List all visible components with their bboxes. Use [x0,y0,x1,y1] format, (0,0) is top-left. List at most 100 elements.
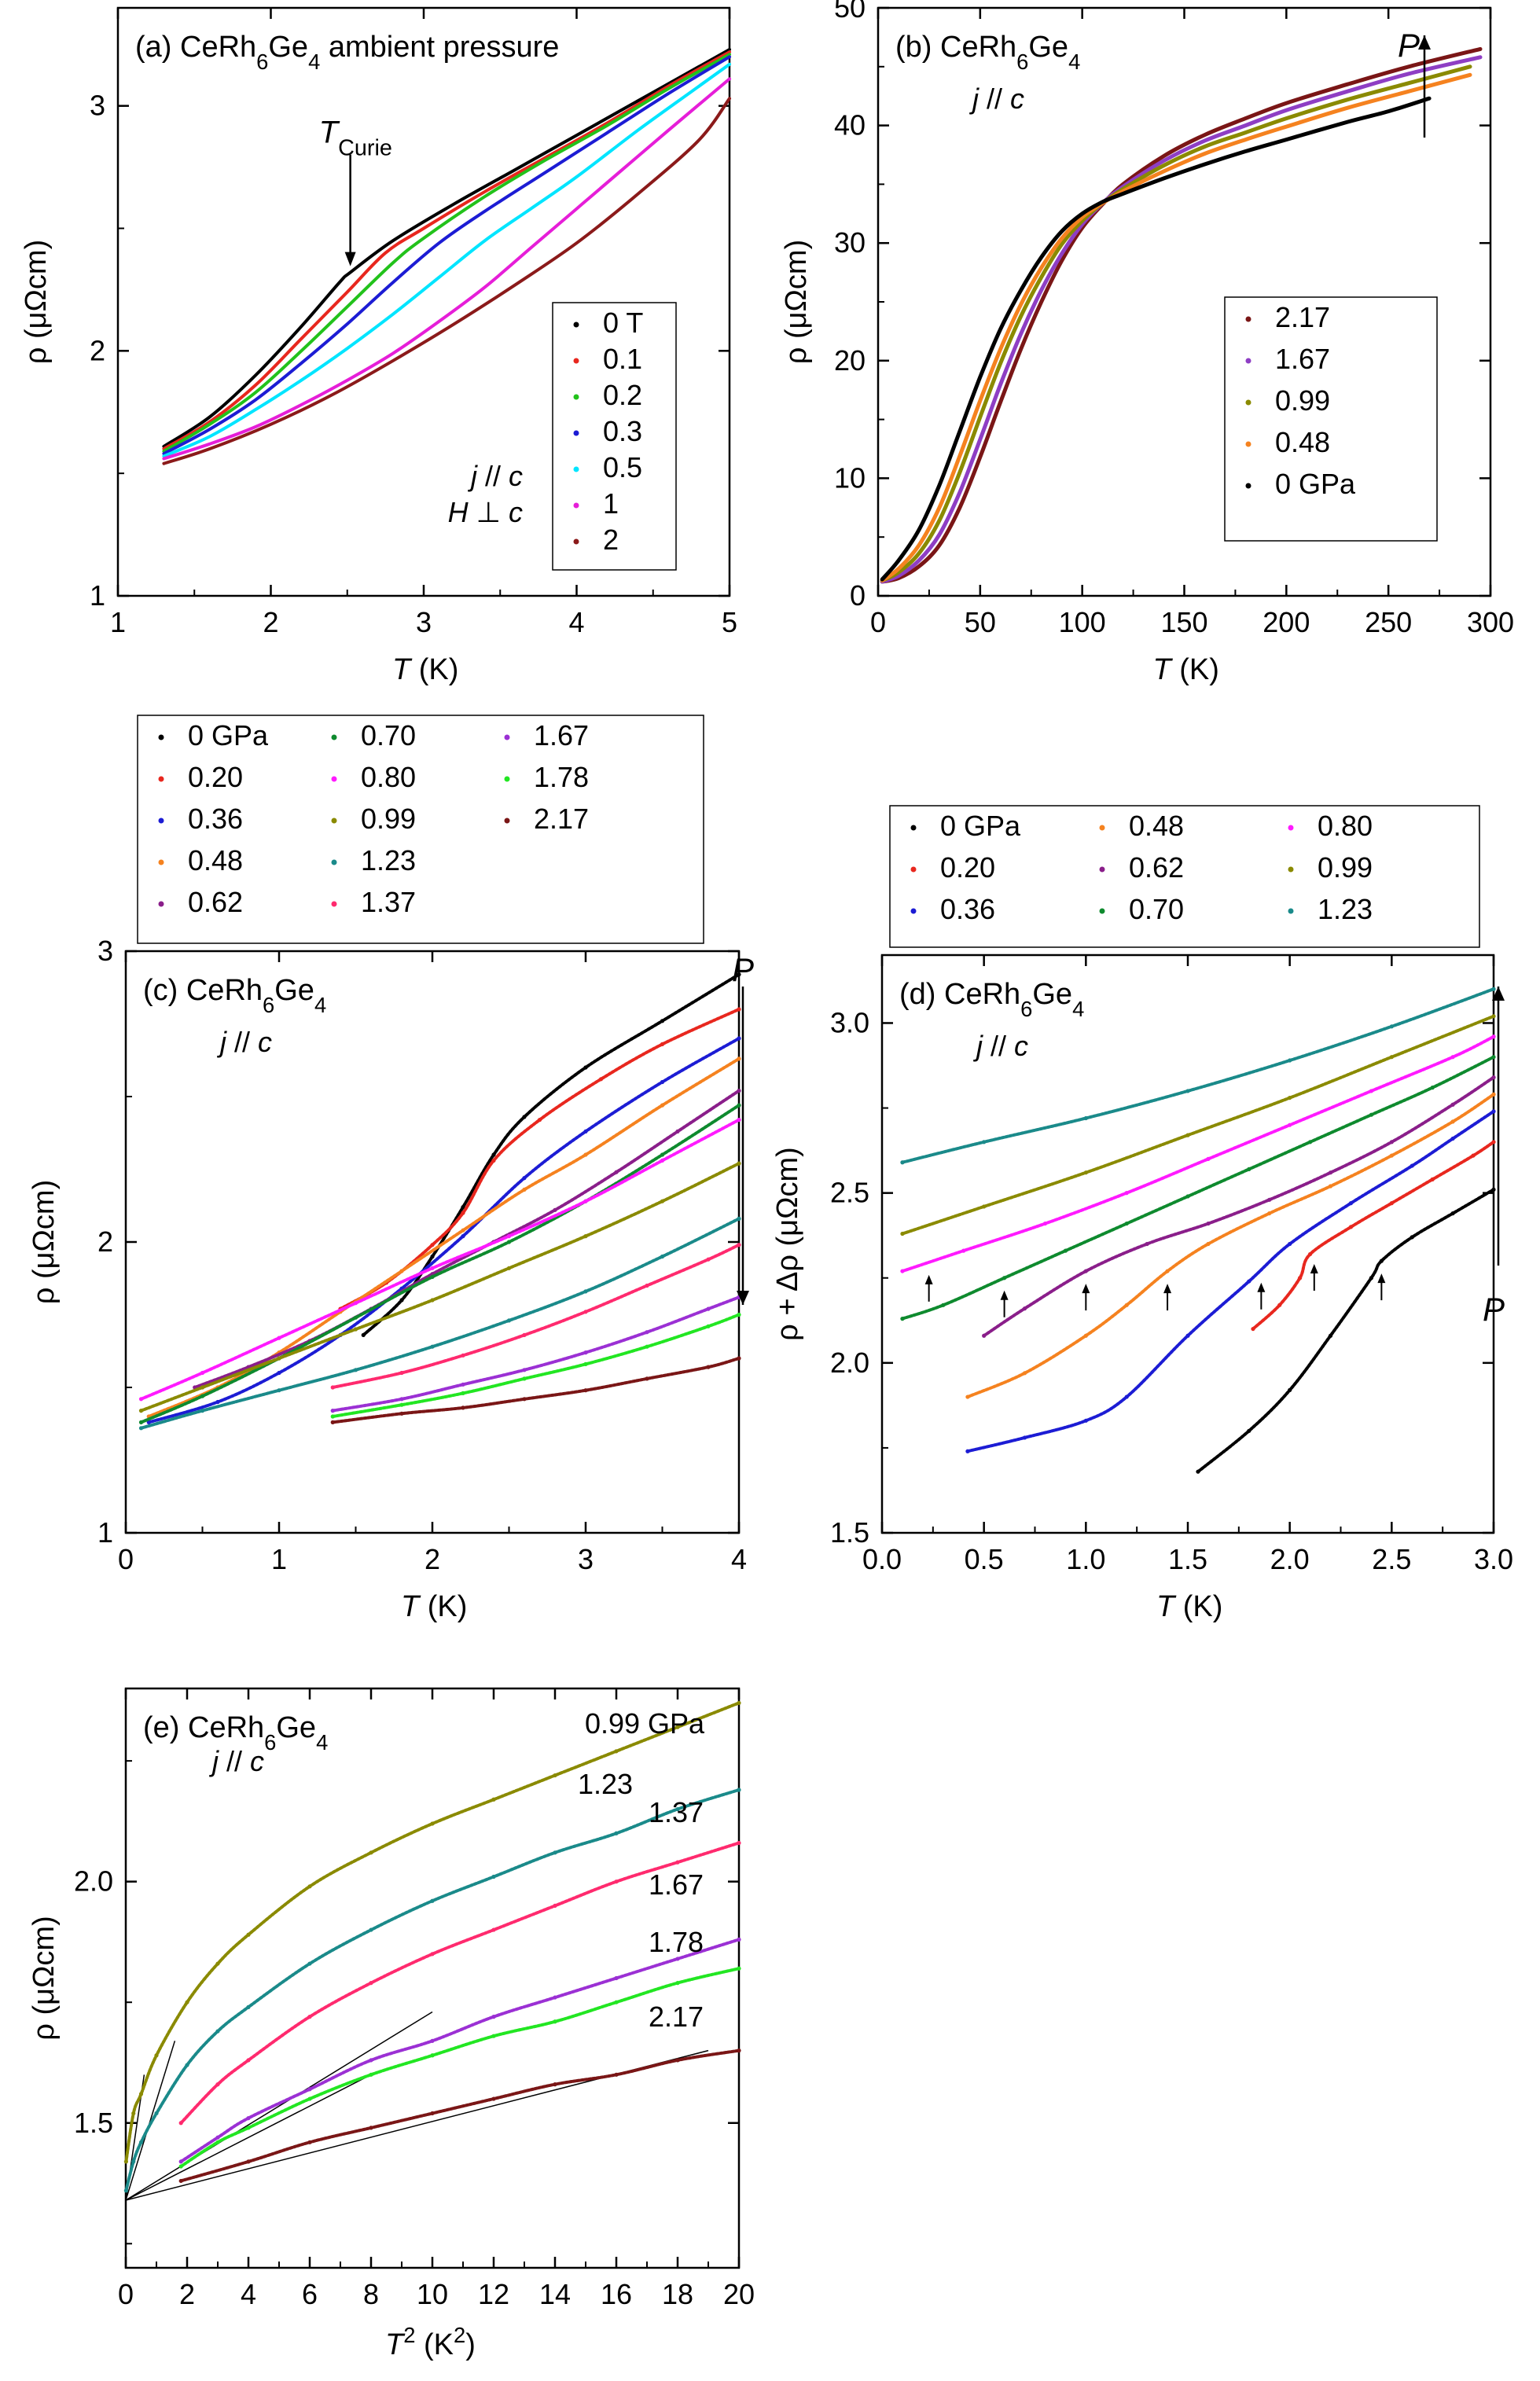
data-point [399,1397,404,1402]
data-point [1491,1140,1496,1145]
x-tick-label: 150 [1160,606,1207,638]
data-point [353,1315,358,1320]
data-point [131,2111,136,2116]
data-point [583,1350,588,1355]
data-point [506,1240,512,1244]
data-point [1022,1371,1027,1376]
legend-label: 0.62 [1129,851,1184,884]
legend-label: 1.23 [1318,893,1373,925]
pressure-arrow-head [1418,35,1431,50]
legend-label: 1 [603,487,619,520]
data-point [982,1333,987,1338]
legend-label: 0.20 [940,851,995,884]
data-point [1277,1303,1282,1307]
data-point [982,1204,987,1209]
data-point [491,1152,496,1157]
data-point [1348,1201,1354,1206]
data-point [675,2058,680,2063]
legend-label: 0.2 [603,379,642,411]
x-tick-label: 3 [578,1543,594,1575]
data-point [675,1725,680,1729]
legend-marker [1288,825,1294,831]
note-part: j [467,460,478,492]
y-tick-label: 2 [97,1225,113,1258]
pressure-label: P [732,951,754,988]
data-point [491,2015,496,2019]
data-point [614,1831,619,1835]
data-point [178,2121,183,2126]
data-point [1491,1014,1496,1019]
data-point [1063,1248,1068,1253]
data-point [307,2015,312,2019]
panel-title-part: Ge [274,974,314,1007]
panel-d: 0.0 0.5 1.0 1.5 2.0 2.5 3.0 1.5 2.0 2.5 3.0 T (K) ρ … [771,805,1513,1623]
series-line-1 [339,1008,741,1311]
x-tick-label: 10 [417,2278,448,2310]
data-point [1389,1024,1394,1029]
legend-label: 0.1 [603,343,642,375]
x-axis-label-part: 2 [403,2323,415,2347]
data-point [660,1103,665,1108]
data-point [675,1957,680,1961]
note-label: j // c [216,1026,272,1058]
data-point [1389,1055,1394,1060]
data-point [369,1981,373,1986]
data-point [1471,1153,1476,1158]
series-line-2 [880,64,1472,583]
panel-title-part: (b) CeRh [895,31,1016,64]
data-point [1124,1191,1129,1196]
series-line-0 [124,1701,741,2163]
legend-label: 0.99 [361,803,416,835]
series-direct-label: 1.37 [649,1796,704,1828]
legend-label: 0.99 [1318,851,1373,884]
x-axis-label: T2 (K2) [385,2323,476,2362]
data-point [737,1356,741,1361]
note-label: j // c [208,1745,264,1777]
series-line-4 [982,1075,1495,1338]
data-point [1165,1269,1170,1273]
panel-title-part: Ge [1032,978,1072,1011]
data-point [506,1266,512,1270]
data-point [1491,987,1496,991]
transition-arrow-head [1377,1273,1386,1284]
data-point [737,1103,741,1108]
x-tick-label: 0 [118,2278,134,2310]
data-point [675,1129,680,1134]
data-point [614,2000,619,2004]
x-tick-label: 4 [568,606,584,638]
legend-label: 0.70 [361,719,416,751]
x-tick-label: 300 [1467,606,1514,638]
x-axis-label: T (K) [1156,1590,1222,1623]
data-point [965,1394,970,1399]
data-point [1430,1086,1435,1090]
x-tick-label: 200 [1263,606,1310,638]
series-line-4 [193,1089,741,1389]
data-point [1196,1469,1200,1474]
data-point [737,1966,741,1971]
data-point [900,1269,905,1273]
data-point [614,1879,619,1884]
series-direct-label: 1.23 [578,1768,633,1800]
transition-arrow-head [1082,1284,1090,1294]
data-point [1369,1112,1373,1117]
legend-marker [910,866,917,873]
y-tick-label: 1.5 [830,1516,869,1549]
note-part: // [979,83,1002,115]
legend-marker [1245,441,1251,447]
data-point [1450,1211,1455,1216]
data-point [645,1330,649,1335]
series-line-1 [1251,1140,1495,1331]
x-axis-label: T (K) [1153,653,1219,686]
series-direct-label: 0.99 GPa [585,1707,705,1740]
data-point [330,1385,335,1390]
data-point [660,1152,665,1157]
data-point [1185,1333,1190,1338]
x-axis-label-part: T [401,1590,421,1623]
legend-marker [1099,825,1105,831]
data-point [961,1248,966,1253]
legend-marker [573,538,579,545]
data-point [1369,1089,1373,1093]
data-point [1450,1136,1455,1141]
legend-label: 1.78 [534,761,589,793]
y-tick-label: 3 [90,90,105,122]
